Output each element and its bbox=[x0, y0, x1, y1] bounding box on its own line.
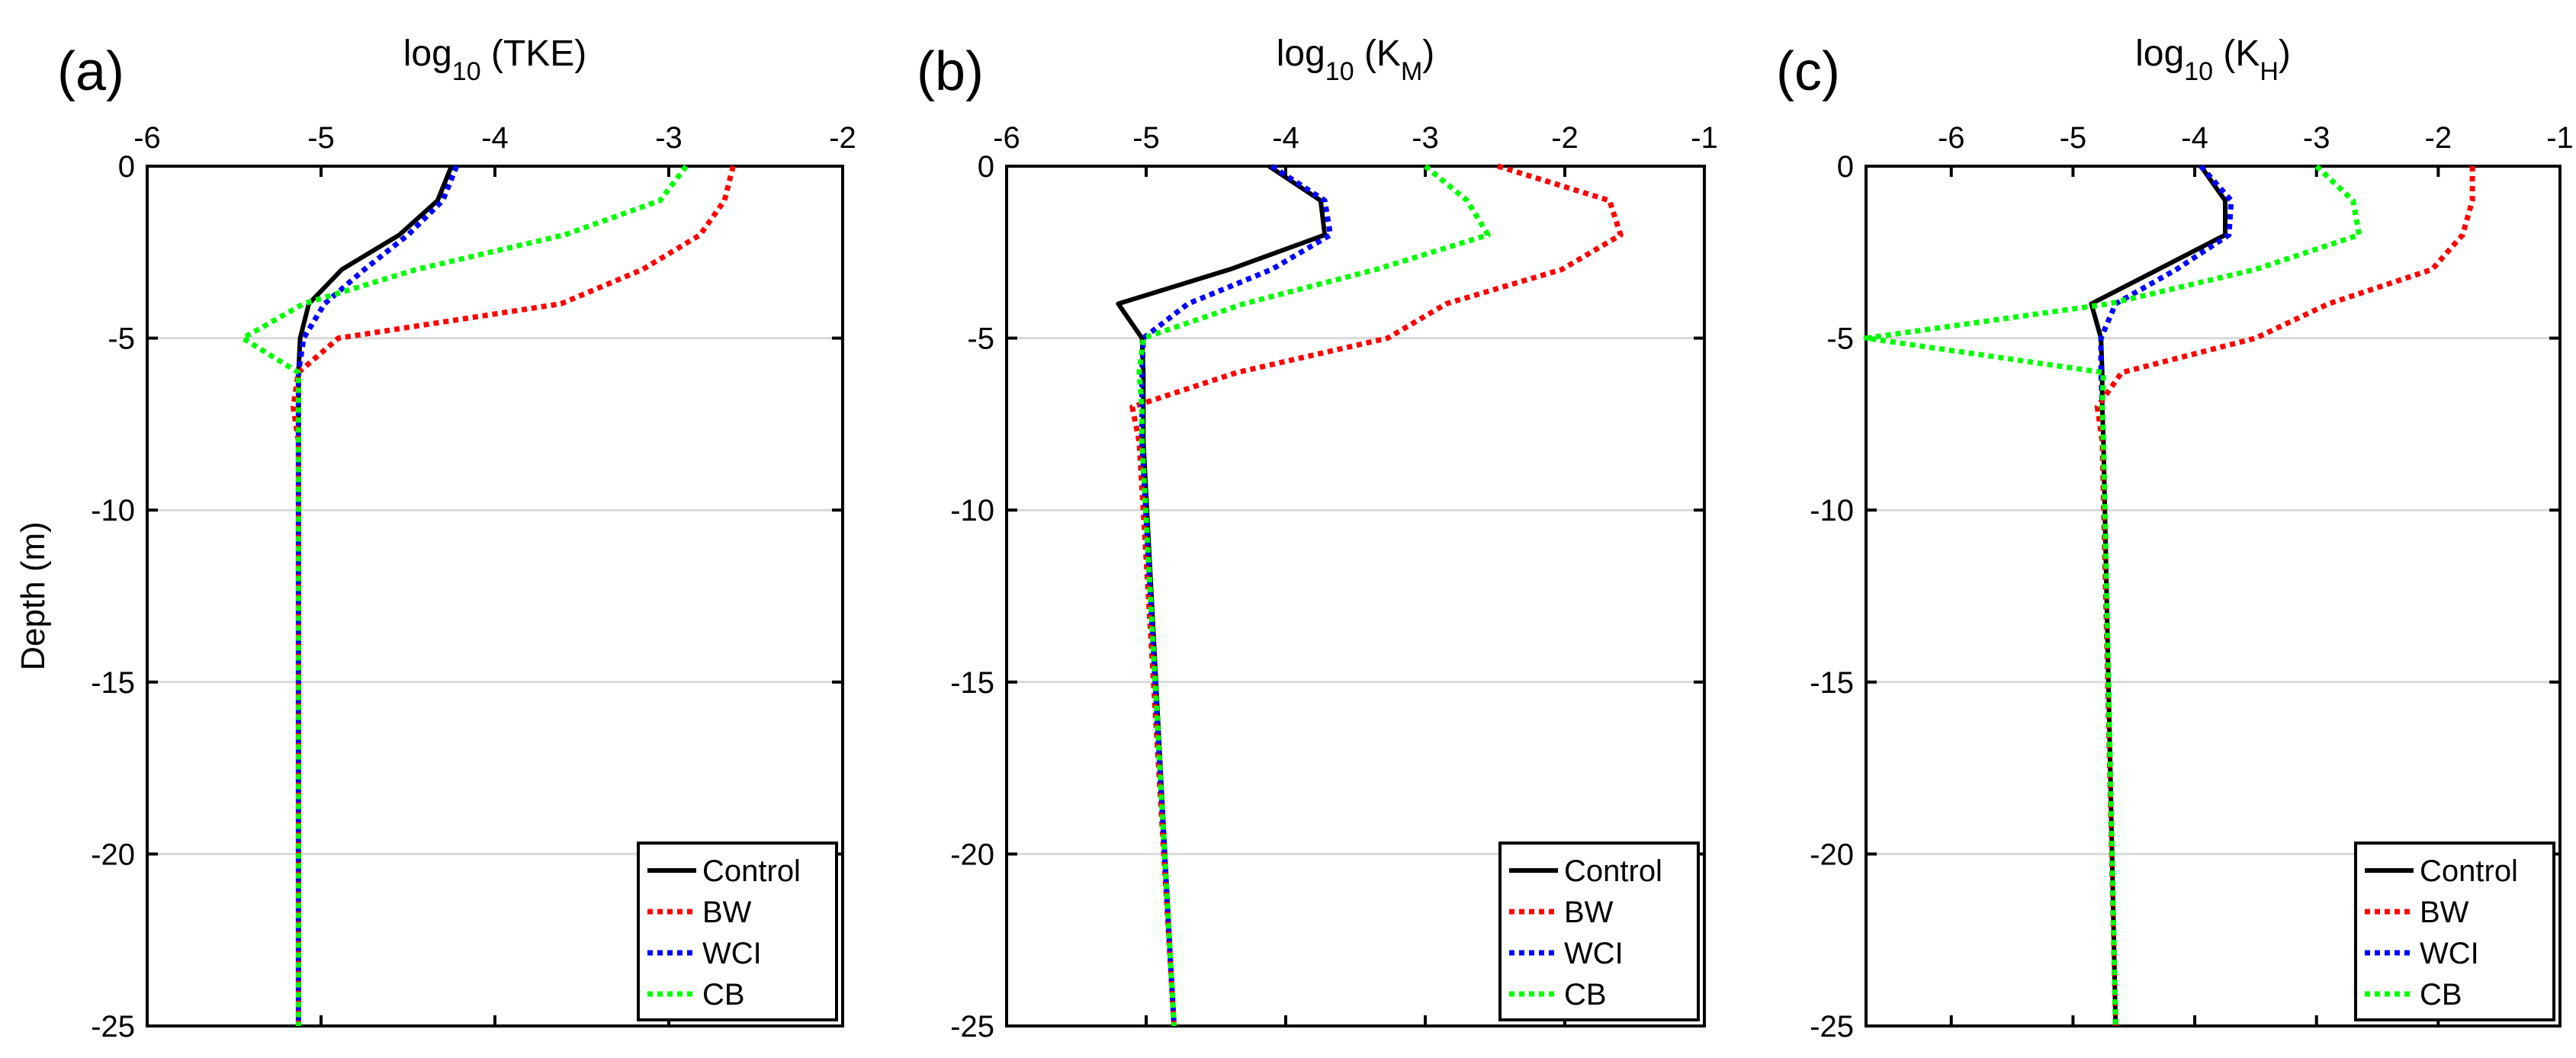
legend-label-control: Control bbox=[1564, 854, 1662, 888]
y-tick-label: -10 bbox=[91, 494, 135, 527]
y-tick-label: -20 bbox=[950, 838, 994, 871]
axes-box bbox=[1865, 165, 2562, 1028]
y-tick-label: -15 bbox=[950, 666, 994, 700]
panel-a: -6 -5 -4 -3 -20-5-10-15-20-25(a) log10 (TKE)D… bbox=[14, 34, 856, 1044]
axis-title: log10 (KH) bbox=[2135, 34, 2291, 86]
x-tick-label: -5 bbox=[1132, 121, 1160, 155]
legend-label-wci: WCI bbox=[1564, 937, 1624, 970]
y-tick-label: -5 bbox=[108, 322, 135, 356]
series-line-control bbox=[296, 165, 454, 1026]
series-line-wci bbox=[1139, 164, 1334, 1027]
y-tick-label: 0 bbox=[118, 150, 135, 184]
title-subscript: 10 bbox=[452, 57, 481, 86]
y-tick-label: -25 bbox=[91, 1010, 135, 1044]
panel-b: -6 -5 -4 -3 -2 -10-5-10-15-20-25(b) log10 (KM)… bbox=[917, 34, 1718, 1044]
y-tick-label: 0 bbox=[978, 150, 994, 184]
title-end: ) bbox=[1422, 34, 1434, 74]
y-tick-label: -15 bbox=[91, 666, 135, 700]
title-subscript-2: H bbox=[2260, 57, 2279, 86]
legend: Control BW WCI CB bbox=[2354, 842, 2555, 1021]
legend-label-cb: CB bbox=[702, 978, 745, 1012]
axis-title: log10 (KM) bbox=[1277, 34, 1435, 86]
legend-label-cb: CB bbox=[1564, 978, 1607, 1012]
series-line-cb bbox=[1863, 164, 2362, 1027]
legend-label-bw: BW bbox=[702, 896, 752, 929]
x-tick-label: -4 bbox=[1272, 121, 1299, 155]
panel-label: (b) bbox=[917, 41, 984, 102]
y-tick-label: -5 bbox=[1826, 322, 1854, 356]
y-tick-label: -20 bbox=[1810, 838, 1854, 871]
title-end: ) bbox=[2279, 34, 2291, 74]
series-line-control bbox=[2089, 165, 2228, 1027]
legend-label-control: Control bbox=[702, 854, 801, 888]
x-tick-label: -5 bbox=[2060, 121, 2087, 155]
axis-title: log10 (TKE) bbox=[403, 34, 587, 86]
series-line-cb bbox=[1136, 164, 1491, 1027]
legend-label-bw: BW bbox=[1564, 896, 1614, 929]
y-tick-label: -15 bbox=[1810, 666, 1854, 700]
y-tick-label: -25 bbox=[1810, 1010, 1854, 1044]
series-line-cb bbox=[239, 164, 689, 1026]
y-tick-label: -25 bbox=[950, 1010, 994, 1044]
x-tick-label: -3 bbox=[655, 121, 683, 155]
title-subscript: 10 bbox=[2184, 57, 2213, 86]
x-tick-label: -2 bbox=[829, 121, 856, 155]
title-subscript: 10 bbox=[1325, 57, 1354, 86]
legend-label-control: Control bbox=[2420, 854, 2518, 888]
legend-label-wci: WCI bbox=[702, 937, 762, 970]
title-main: log bbox=[1277, 34, 1325, 74]
panel-c: -6 -5 -4 -3 -2 -10-5-10-15-20-25(c) log10 (KH)… bbox=[1776, 34, 2574, 1044]
title-rest: (K bbox=[2213, 34, 2260, 74]
axes-box bbox=[1005, 165, 1706, 1028]
title-subscript-2: M bbox=[1401, 57, 1422, 86]
series-line-bw bbox=[2094, 166, 2475, 1027]
x-tick-label: -3 bbox=[2303, 121, 2330, 155]
legend-label-wci: WCI bbox=[2420, 937, 2479, 970]
x-tick-label: -1 bbox=[2546, 121, 2574, 155]
x-tick-label: -6 bbox=[133, 121, 161, 155]
series-line-wci bbox=[2098, 164, 2234, 1027]
title-main: log bbox=[403, 34, 452, 74]
panel-label: (c) bbox=[1776, 41, 1840, 102]
x-tick-label: -2 bbox=[1551, 121, 1579, 155]
panel-label: (a) bbox=[57, 41, 124, 102]
y-axis-label: Depth (m) bbox=[14, 521, 52, 671]
legend: Control BW WCI CB bbox=[637, 842, 838, 1021]
title-main: log bbox=[2135, 34, 2184, 74]
x-tick-label: -2 bbox=[2425, 121, 2452, 155]
y-tick-label: -10 bbox=[950, 494, 994, 527]
x-tick-label: -5 bbox=[307, 121, 335, 155]
y-tick-label: 0 bbox=[1837, 150, 1854, 184]
x-tick-label: -6 bbox=[1938, 121, 1965, 155]
x-tick-label: -3 bbox=[1412, 121, 1439, 155]
legend: Control BW WCI CB bbox=[1498, 842, 1700, 1021]
y-tick-label: -5 bbox=[967, 322, 994, 356]
title-rest: (K bbox=[1354, 34, 1401, 74]
title-rest: (TKE) bbox=[481, 34, 587, 74]
x-tick-label: -4 bbox=[481, 121, 509, 155]
legend-label-bw: BW bbox=[2420, 896, 2469, 929]
x-tick-label: -4 bbox=[2181, 121, 2208, 155]
y-tick-label: -20 bbox=[91, 838, 135, 871]
legend-label-cb: CB bbox=[2420, 978, 2462, 1012]
x-tick-label: -1 bbox=[1691, 121, 1718, 155]
y-tick-label: -10 bbox=[1810, 494, 1854, 527]
x-tick-label: -6 bbox=[993, 121, 1020, 155]
series-line-wci bbox=[295, 165, 460, 1026]
